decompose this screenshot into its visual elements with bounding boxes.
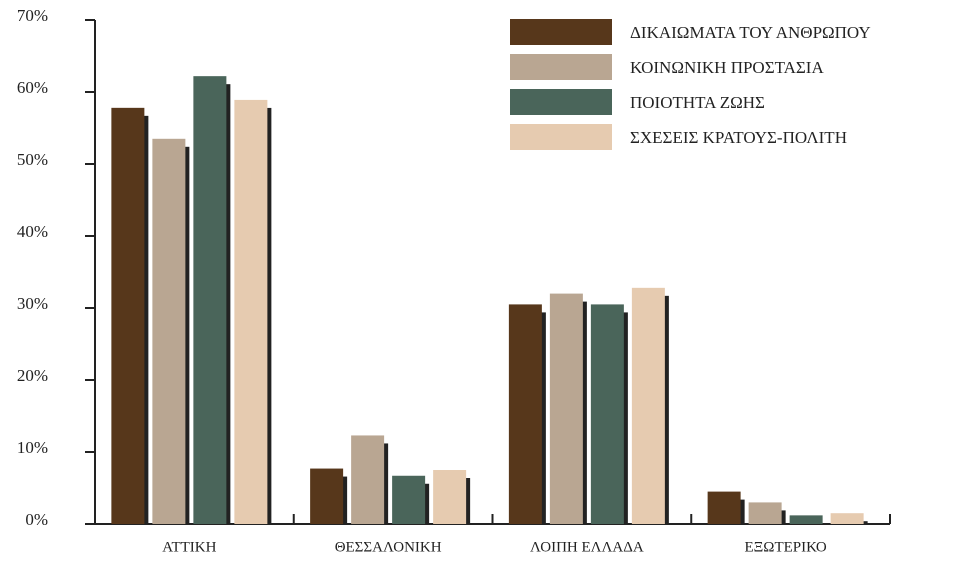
legend-swatch bbox=[510, 54, 612, 80]
legend-swatch bbox=[510, 19, 612, 45]
bar bbox=[549, 293, 583, 524]
x-tick-label: ΕΞΩΤΕΡΙΚΟ bbox=[744, 539, 826, 555]
x-tick-label: ΑΤΤΙΚΗ bbox=[162, 539, 216, 555]
bar bbox=[433, 470, 467, 524]
bar bbox=[748, 502, 782, 524]
bar bbox=[152, 138, 186, 525]
y-tick-label: 70% bbox=[17, 6, 48, 25]
y-tick-label: 40% bbox=[17, 222, 48, 241]
bar bbox=[707, 491, 741, 524]
x-tick-label: ΘΕΣΣΑΛΟΝΙΚΗ bbox=[335, 539, 442, 555]
bar bbox=[789, 515, 823, 524]
x-tick-label: ΛΟΙΠΗ ΕΛΛΑΔΑ bbox=[530, 539, 644, 555]
bar bbox=[590, 304, 624, 524]
y-tick-label: 0% bbox=[25, 510, 48, 529]
y-tick-label: 30% bbox=[17, 294, 48, 313]
bar bbox=[392, 475, 426, 524]
bar bbox=[310, 468, 344, 524]
legend-swatch bbox=[510, 124, 612, 150]
legend-label: ΚΟΙΝΩΝΙΚΗ ΠΡΟΣΤΑΣΙΑ bbox=[630, 58, 824, 77]
bar bbox=[508, 304, 542, 524]
bar bbox=[111, 107, 145, 524]
legend-label: ΔΙΚΑΙΩΜΑΤΑ ΤΟΥ ΑΝΘΡΩΠΟΥ bbox=[630, 23, 871, 42]
bar bbox=[631, 287, 665, 524]
legend-swatch bbox=[510, 89, 612, 115]
y-tick-label: 10% bbox=[17, 438, 48, 457]
bar bbox=[234, 99, 268, 525]
bar bbox=[830, 513, 864, 524]
y-tick-label: 50% bbox=[17, 150, 48, 169]
y-tick-label: 20% bbox=[17, 366, 48, 385]
legend-label: ΣΧΕΣΕΙΣ ΚΡΑΤΟΥΣ-ΠΟΛΙΤΗ bbox=[630, 128, 847, 147]
legend-label: ΠΟΙΟΤΗΤΑ ΖΩΗΣ bbox=[630, 93, 765, 112]
bar bbox=[193, 76, 227, 524]
y-tick-label: 60% bbox=[17, 78, 48, 97]
bar bbox=[351, 435, 385, 524]
